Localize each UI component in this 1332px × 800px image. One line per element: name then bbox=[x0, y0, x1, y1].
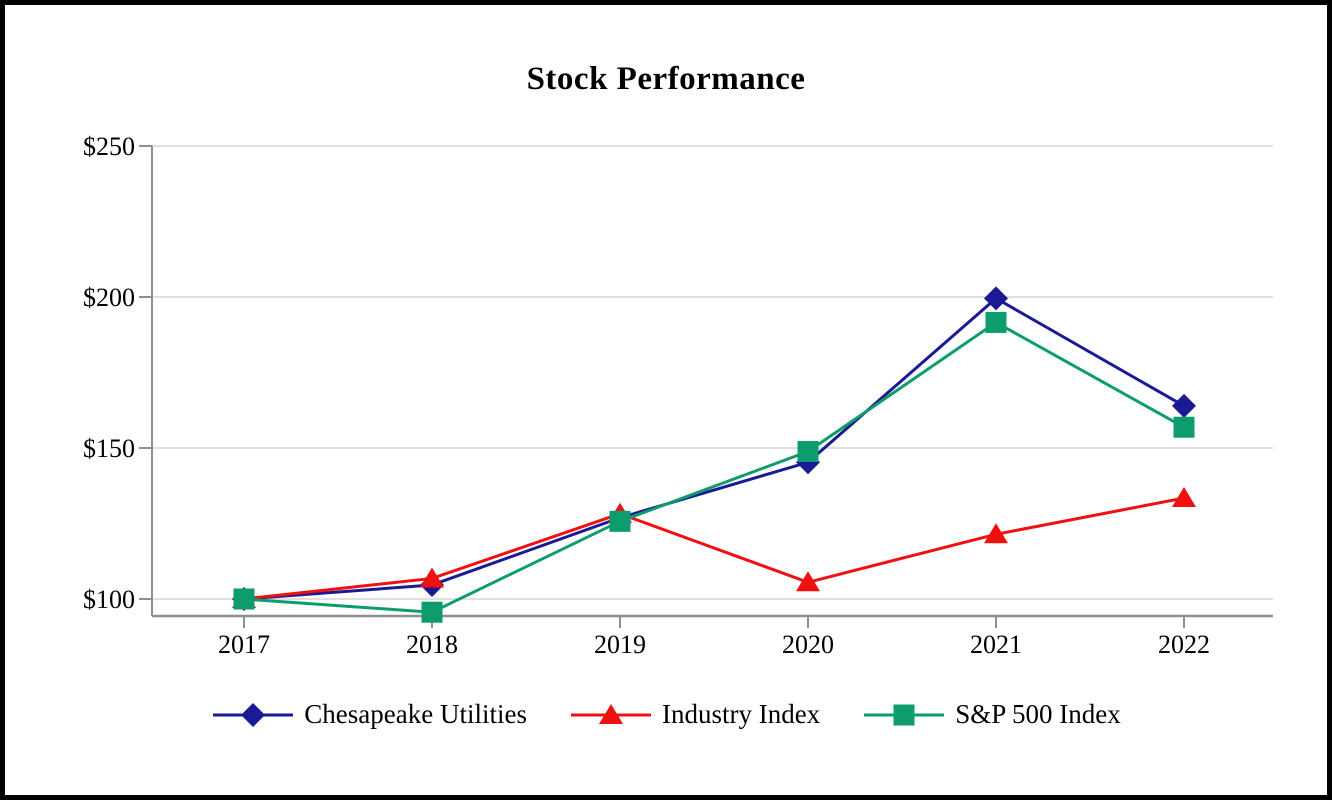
y-tick-label: $150 bbox=[83, 434, 135, 463]
x-tick-label: 2017 bbox=[218, 630, 270, 659]
square-marker-icon bbox=[421, 601, 443, 623]
diamond-marker-icon bbox=[1172, 393, 1196, 418]
triangle-marker-icon bbox=[570, 703, 651, 724]
legend: Chesapeake Utilities Industry Index S&P 50… bbox=[5, 699, 1327, 730]
plot-area: $250 $200 $150 $100 2017 2018 2019 2020 2021 2022 bbox=[83, 132, 1273, 659]
series-line-chesapeake-utilities bbox=[243, 296, 1185, 601]
legend-label: S&P 500 Index bbox=[955, 699, 1121, 729]
series-line-industry-index bbox=[243, 496, 1185, 601]
y-tick-label: $100 bbox=[83, 585, 135, 614]
square-marker-icon bbox=[233, 588, 255, 610]
legend-item: Chesapeake Utilities bbox=[211, 699, 527, 730]
x-tick-label: 2019 bbox=[594, 630, 646, 659]
square-marker-icon bbox=[609, 510, 631, 532]
x-tick-label: 2022 bbox=[1158, 630, 1210, 659]
square-marker-icon bbox=[797, 440, 819, 462]
x-tick-label: 2021 bbox=[970, 630, 1022, 659]
square-marker-icon bbox=[864, 704, 945, 725]
x-tick-label: 2018 bbox=[406, 630, 458, 659]
square-marker-icon bbox=[985, 311, 1007, 333]
chart-title: Stock Performance bbox=[526, 61, 806, 97]
square-marker-icon bbox=[1173, 416, 1195, 438]
triangle-marker-icon bbox=[796, 571, 820, 592]
legend-item: S&P 500 Index bbox=[862, 699, 1121, 730]
legend-label: Industry Index bbox=[661, 699, 821, 729]
diamond-marker-icon bbox=[213, 702, 294, 727]
diamond-marker-icon bbox=[984, 286, 1008, 311]
triangle-marker-icon bbox=[420, 567, 444, 588]
series-line-s-p-500-index bbox=[243, 320, 1185, 614]
x-tick-label: 2020 bbox=[782, 630, 834, 659]
legend-label: Chesapeake Utilities bbox=[304, 699, 527, 729]
triangle-marker-icon bbox=[1172, 487, 1196, 508]
y-tick-label: $200 bbox=[83, 283, 135, 312]
triangle-marker-icon bbox=[984, 523, 1008, 544]
legend-item: Industry Index bbox=[569, 699, 820, 730]
y-tick-label: $250 bbox=[83, 132, 135, 161]
